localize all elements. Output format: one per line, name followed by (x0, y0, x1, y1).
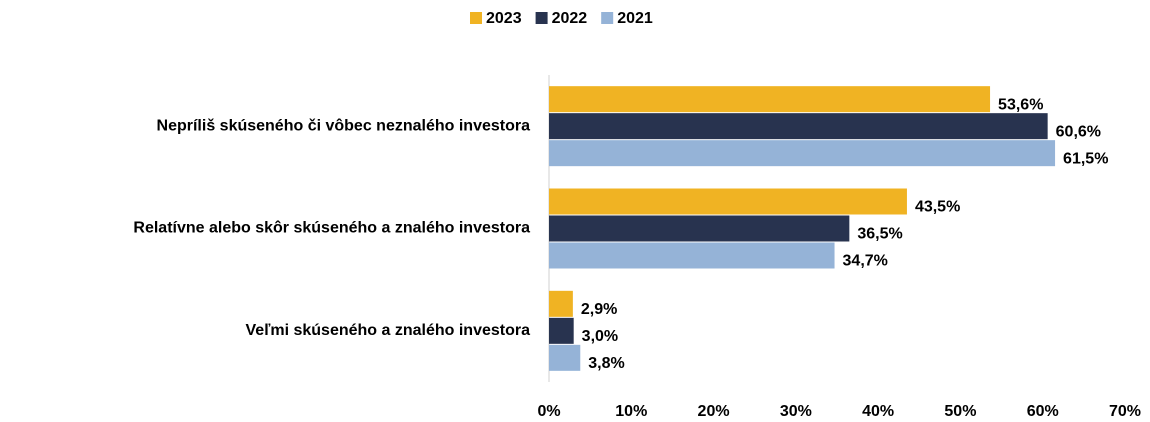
x-tick-label: 0% (537, 403, 560, 420)
category-label: Nepríliš skúseného či vôbec neznalého in… (157, 117, 531, 134)
x-tick-label: 60% (1027, 403, 1059, 420)
legend-label: 2023 (486, 10, 522, 27)
bar (549, 317, 574, 344)
bar (549, 242, 835, 269)
bar (549, 344, 581, 371)
x-tick-label: 30% (780, 403, 812, 420)
bar (549, 290, 573, 317)
x-tick-label: 20% (698, 403, 730, 420)
category-label: Veľmi skúseného a znalého investora (246, 322, 531, 339)
value-label: 61,5% (1063, 150, 1108, 167)
x-tick-label: 10% (615, 403, 647, 420)
x-tick-label: 50% (944, 403, 976, 420)
value-label: 3,8% (588, 355, 624, 372)
legend-label: 2021 (617, 10, 653, 27)
value-label: 34,7% (843, 253, 888, 270)
bar (549, 86, 991, 113)
legend-label: 2022 (552, 10, 588, 27)
x-tick-label: 70% (1109, 403, 1141, 420)
bar (549, 113, 1048, 140)
x-tick-label: 40% (862, 403, 894, 420)
bar (549, 140, 1056, 167)
bar (549, 188, 907, 215)
legend-swatch (470, 12, 482, 24)
category-label: Relatívne alebo skôr skúseného a znalého… (133, 220, 530, 237)
legend-swatch (535, 12, 548, 24)
legend-swatch (601, 12, 614, 24)
value-label: 2,9% (581, 301, 617, 318)
value-label: 53,6% (998, 96, 1043, 113)
value-label: 3,0% (582, 328, 618, 345)
value-label: 43,5% (915, 199, 960, 216)
value-label: 60,6% (1056, 123, 1101, 140)
bar (549, 215, 850, 242)
value-label: 36,5% (857, 226, 902, 243)
